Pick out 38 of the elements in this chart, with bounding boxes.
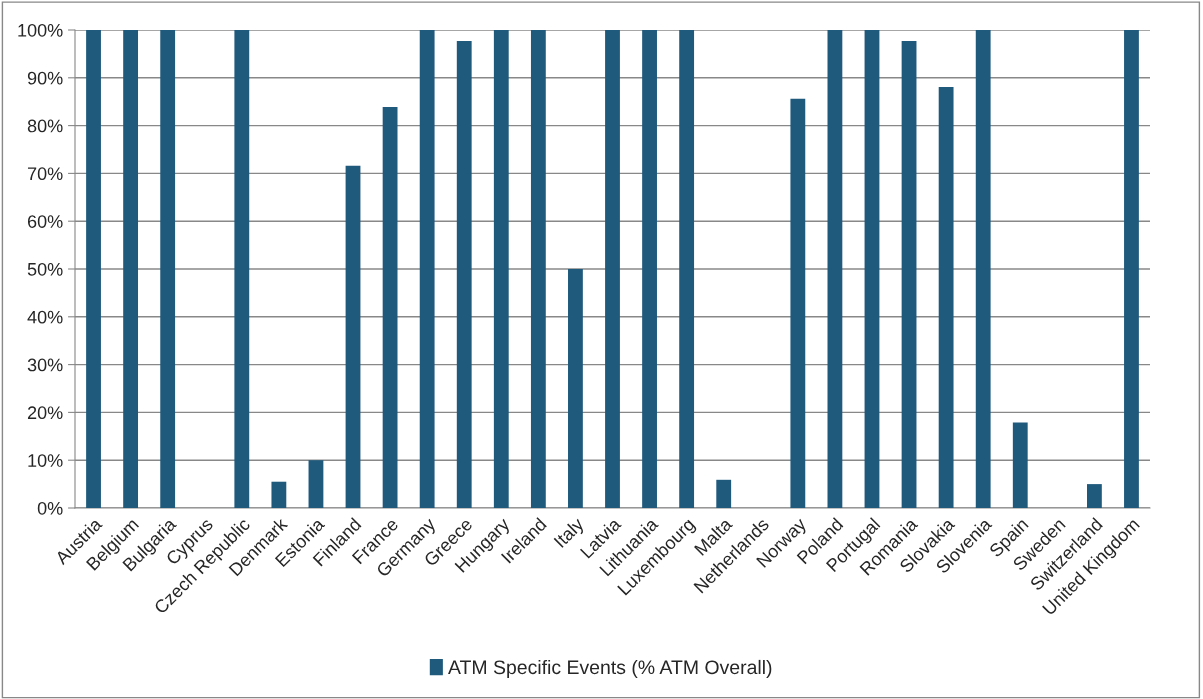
bar [419, 30, 435, 508]
bar [1086, 484, 1102, 508]
y-tick-label: 90% [27, 71, 63, 85]
bar [123, 30, 139, 508]
bar [308, 460, 324, 508]
bar [568, 269, 583, 508]
bar [234, 30, 250, 508]
bar [642, 30, 657, 508]
bar [901, 40, 917, 508]
bar [271, 481, 287, 508]
y-tick-label: 30% [27, 358, 63, 372]
bar [86, 30, 101, 508]
bar [605, 30, 620, 508]
y-tick-label: 0% [37, 501, 63, 515]
y-tick-label: 50% [27, 262, 63, 276]
y-tick-label: 70% [27, 167, 63, 181]
bar [160, 30, 176, 508]
y-tick-label: 20% [27, 406, 63, 420]
bar [975, 30, 991, 508]
bar [382, 106, 398, 508]
y-tick-label: 40% [27, 310, 63, 324]
bar [530, 30, 546, 508]
y-tick-label: 10% [28, 454, 63, 467]
bar [456, 40, 472, 508]
y-tick-label: 80% [27, 119, 63, 133]
bar [827, 30, 843, 508]
bar [716, 479, 732, 508]
bar [1124, 30, 1139, 508]
y-tick-label: 60% [27, 215, 63, 228]
bar [790, 98, 806, 508]
bar [1012, 422, 1028, 508]
legend-label: ATM Specific Events (% ATM Overall) [448, 659, 772, 679]
bar [493, 30, 509, 508]
bar [679, 30, 695, 508]
bar [938, 86, 954, 508]
bar [345, 165, 361, 508]
y-tick-label: 100% [18, 23, 63, 37]
bar [864, 30, 880, 508]
